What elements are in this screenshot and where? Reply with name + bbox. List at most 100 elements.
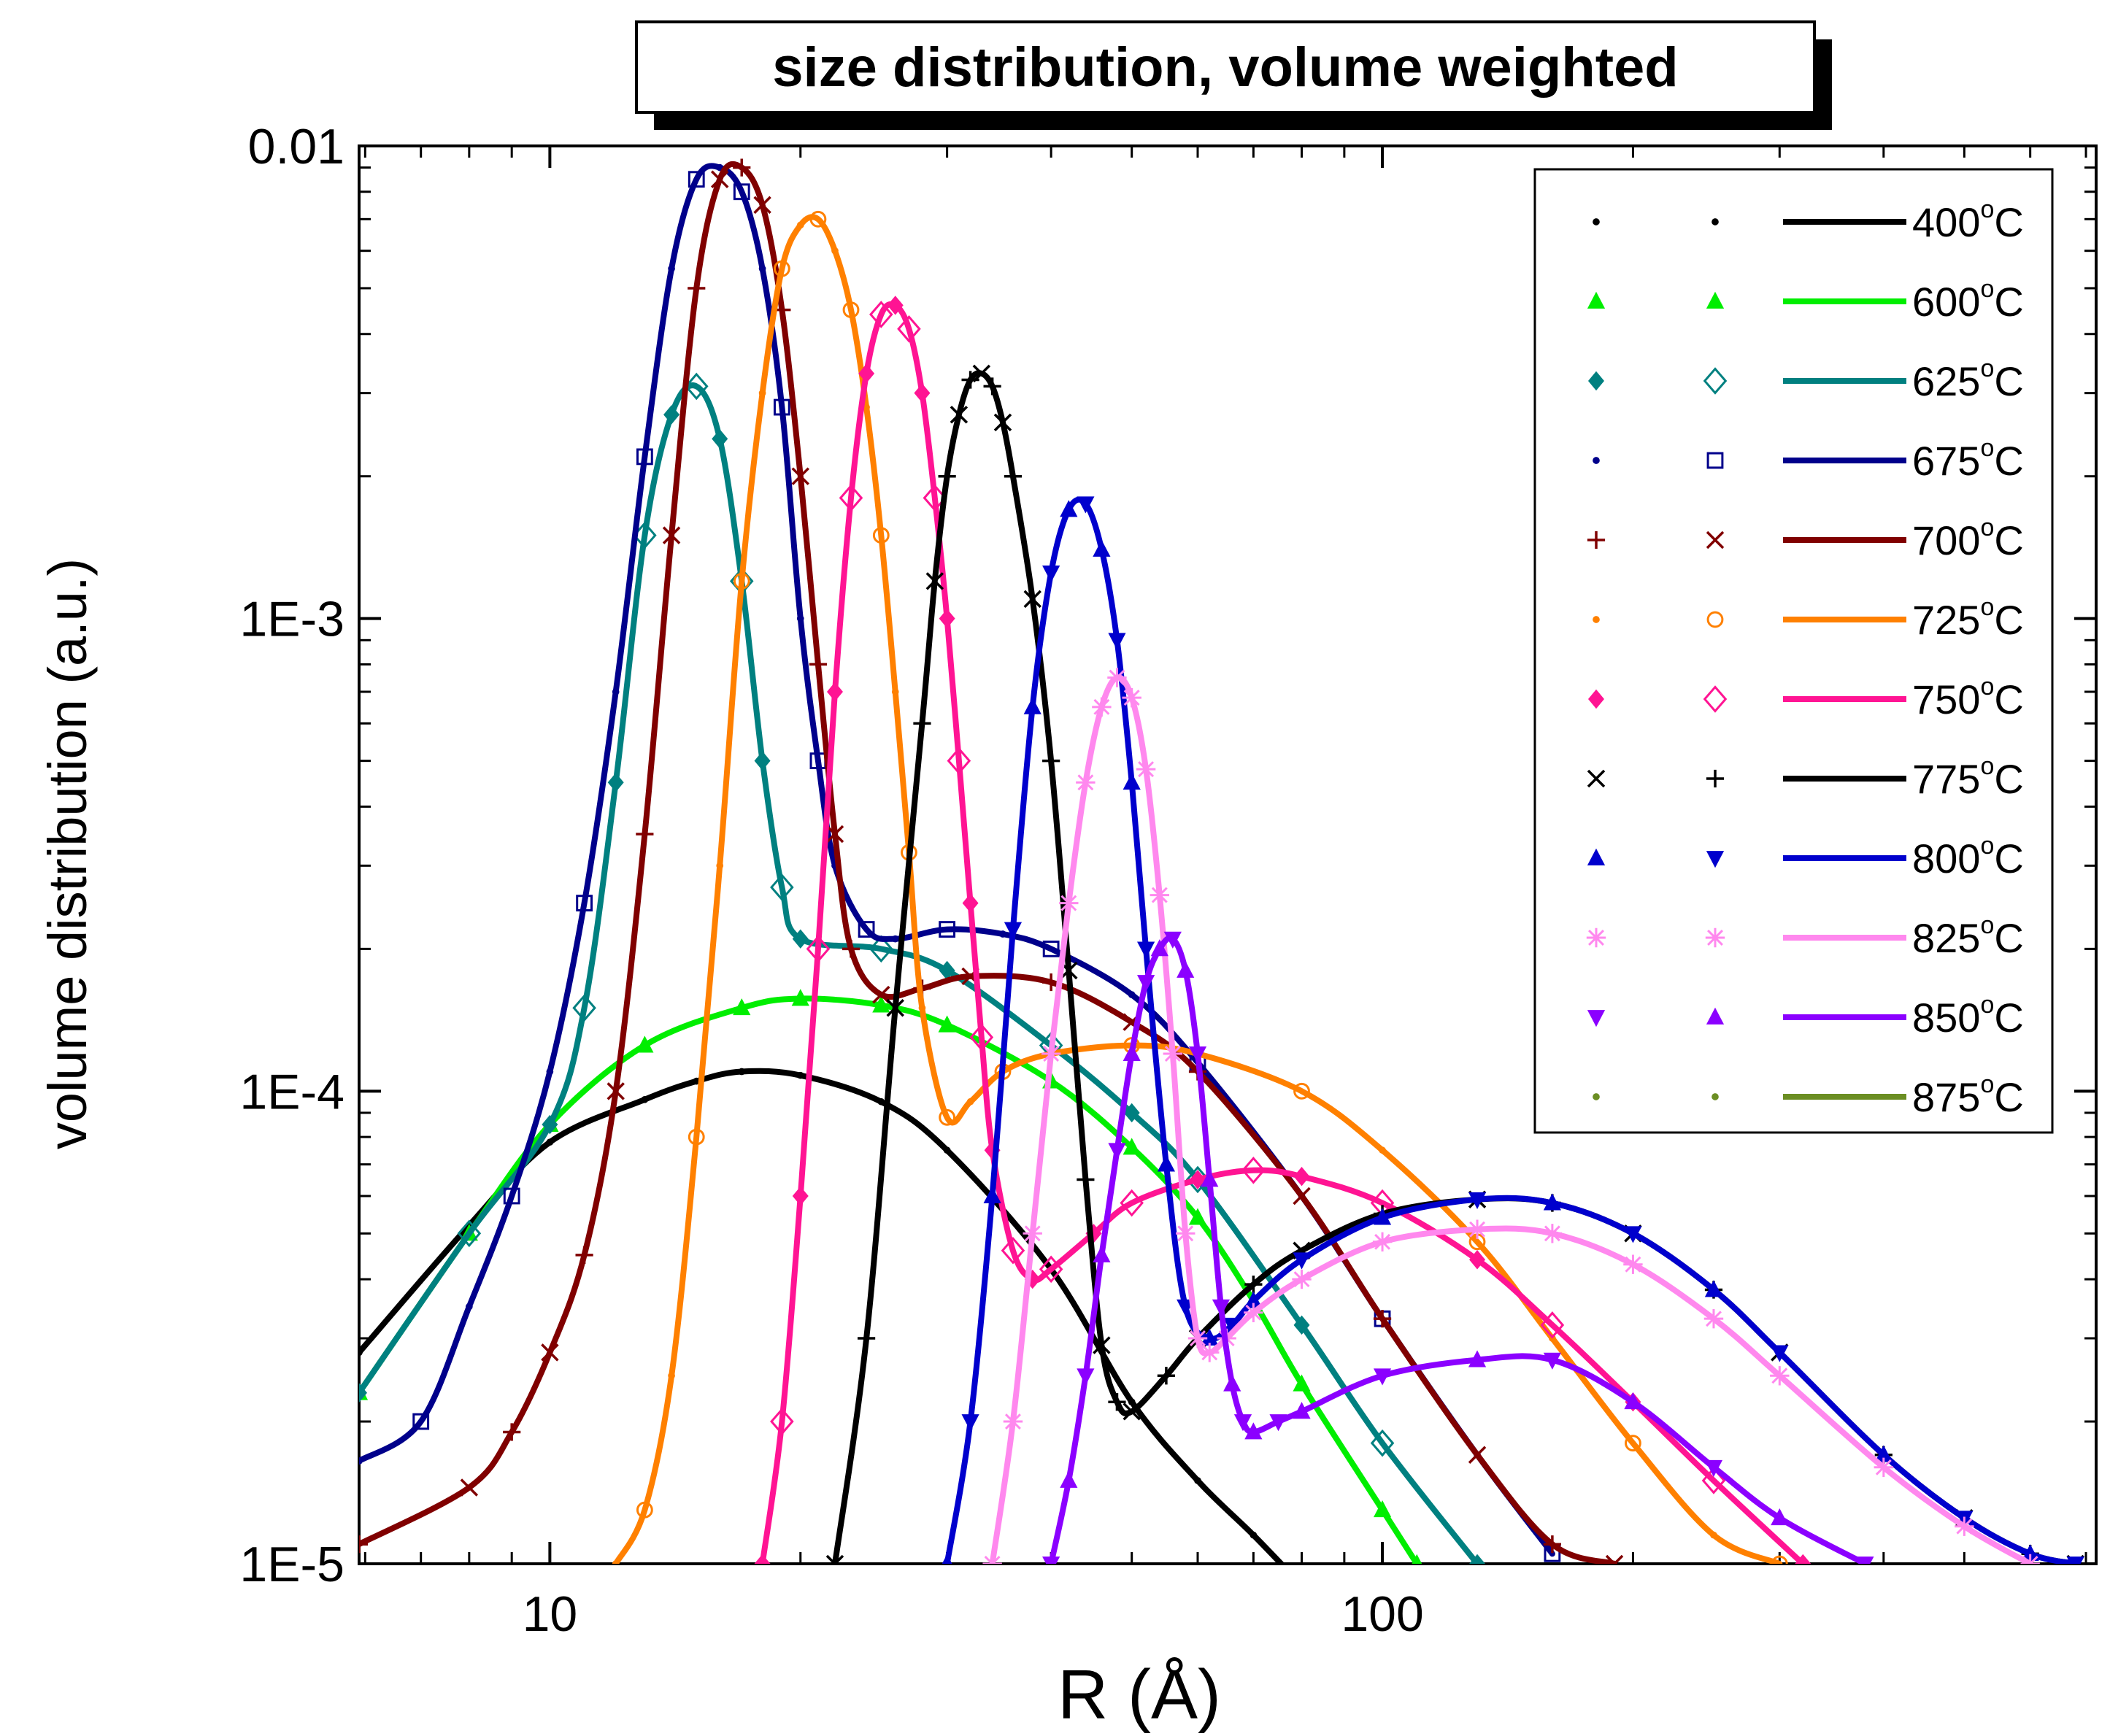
data-point-shape <box>914 383 931 403</box>
data-point <box>1293 1374 1311 1392</box>
data-point <box>792 929 809 949</box>
data-point <box>1060 500 1078 517</box>
data-point-shape <box>1120 1189 1144 1217</box>
data-point <box>1107 668 1127 687</box>
data-point <box>1293 1402 1311 1419</box>
legend-data-marker <box>1706 452 1724 469</box>
data-point <box>869 301 893 328</box>
data-point <box>607 773 624 792</box>
data-point <box>791 467 809 485</box>
data-point <box>939 921 956 938</box>
data-point-shape <box>576 895 593 912</box>
data-point-shape <box>1041 1043 1061 1064</box>
legend-fit-marker-shape <box>1588 371 1604 391</box>
data-point <box>925 572 944 590</box>
data-point-shape <box>1373 1368 1392 1386</box>
data-point-shape <box>1200 1343 1220 1362</box>
data-point-shape <box>758 389 766 397</box>
data-point-shape <box>2020 1554 2040 1564</box>
data-point-shape <box>738 1068 746 1076</box>
plot-frame <box>358 144 2098 1565</box>
data-point <box>636 1501 653 1519</box>
data-point-shape <box>1108 633 1126 650</box>
data-point <box>359 1349 363 1357</box>
data-point-shape <box>961 1414 979 1432</box>
data-point <box>872 985 890 1004</box>
data-point <box>546 1068 554 1076</box>
data-point <box>939 609 955 628</box>
data-point-shape <box>1771 1555 1788 1564</box>
legend-fit-marker-shape <box>1587 291 1606 309</box>
data-point <box>939 1108 956 1126</box>
data-point <box>1624 1226 1642 1243</box>
data-point-shape <box>1039 1255 1063 1284</box>
data-point-shape <box>1373 1310 1392 1328</box>
data-point-shape <box>668 265 675 272</box>
data-point <box>542 1114 558 1135</box>
legend-fit-marker-shape <box>1588 689 1604 709</box>
data-point-shape <box>1955 1516 1974 1536</box>
data-point-shape <box>575 1246 593 1265</box>
data-point-shape <box>1379 1146 1386 1154</box>
data-point-shape <box>1605 1554 1624 1564</box>
data-point-shape <box>1874 1445 1893 1462</box>
legend-data-marker <box>1706 1007 1725 1025</box>
data-point-shape <box>1042 940 1060 957</box>
data-point-shape <box>1060 1470 1078 1488</box>
legend-row-775: 775oC <box>1587 752 2024 802</box>
data-point-shape <box>612 688 620 695</box>
legend-data-marker-shape <box>1703 367 1728 395</box>
data-point <box>663 405 680 425</box>
data-point-shape <box>791 467 809 485</box>
legend-data-marker-shape <box>1706 531 1725 549</box>
data-point-shape <box>1241 1157 1266 1184</box>
legend-label: 875oC <box>1912 1070 2024 1120</box>
legend-data-marker-shape <box>1705 927 1725 948</box>
data-point-shape <box>542 1114 558 1135</box>
data-point <box>947 747 971 775</box>
data-point-shape <box>1543 1352 1561 1370</box>
data-point-shape <box>754 1554 771 1564</box>
legend-label: 625oC <box>1912 355 2024 404</box>
data-point-shape <box>1077 1368 1095 1386</box>
data-point-shape <box>1128 991 1136 998</box>
data-point <box>753 196 771 215</box>
data-point <box>1157 1367 1175 1385</box>
data-point-shape <box>2066 1556 2084 1564</box>
legend-fit-marker-shape <box>1593 616 1600 623</box>
data-point-shape <box>1128 1398 1136 1406</box>
data-point-shape <box>1223 1317 1241 1335</box>
data-point <box>791 989 809 1006</box>
data-point-shape <box>1710 1531 1717 1539</box>
data-point-shape <box>1150 939 1168 957</box>
data-point-shape <box>1123 1043 1141 1061</box>
data-point-shape <box>983 377 1001 396</box>
data-point-shape <box>1467 1219 1487 1239</box>
data-point <box>1042 752 1060 770</box>
legend-fit-marker-shape <box>1587 1010 1606 1027</box>
data-point <box>758 389 766 397</box>
data-point-shape <box>891 688 899 695</box>
data-point-shape <box>1704 1459 1723 1477</box>
data-point <box>503 1187 520 1205</box>
legend-data-marker <box>1706 769 1725 788</box>
data-point <box>1108 1143 1126 1160</box>
data-point-shape <box>887 296 904 315</box>
data-point <box>1093 1245 1111 1262</box>
data-point-shape <box>1293 1252 1311 1270</box>
data-point <box>825 825 844 844</box>
data-point <box>1212 1299 1231 1316</box>
data-point-shape <box>1163 931 1182 949</box>
legend-row-825: 825oC <box>1586 911 2024 961</box>
legend-label: 400oC <box>1912 196 2024 245</box>
data-point-shape <box>572 994 596 1022</box>
data-point-shape <box>770 873 794 901</box>
data-point <box>770 873 794 901</box>
legend-data-marker <box>1712 218 1719 225</box>
data-point-shape <box>2021 1544 2039 1562</box>
data-point-shape <box>1187 1328 1208 1349</box>
data-point-shape <box>950 406 969 424</box>
data-point <box>842 940 860 958</box>
legend-fit-marker <box>1588 371 1604 391</box>
legend-row-600: 600oC <box>1587 275 2024 325</box>
